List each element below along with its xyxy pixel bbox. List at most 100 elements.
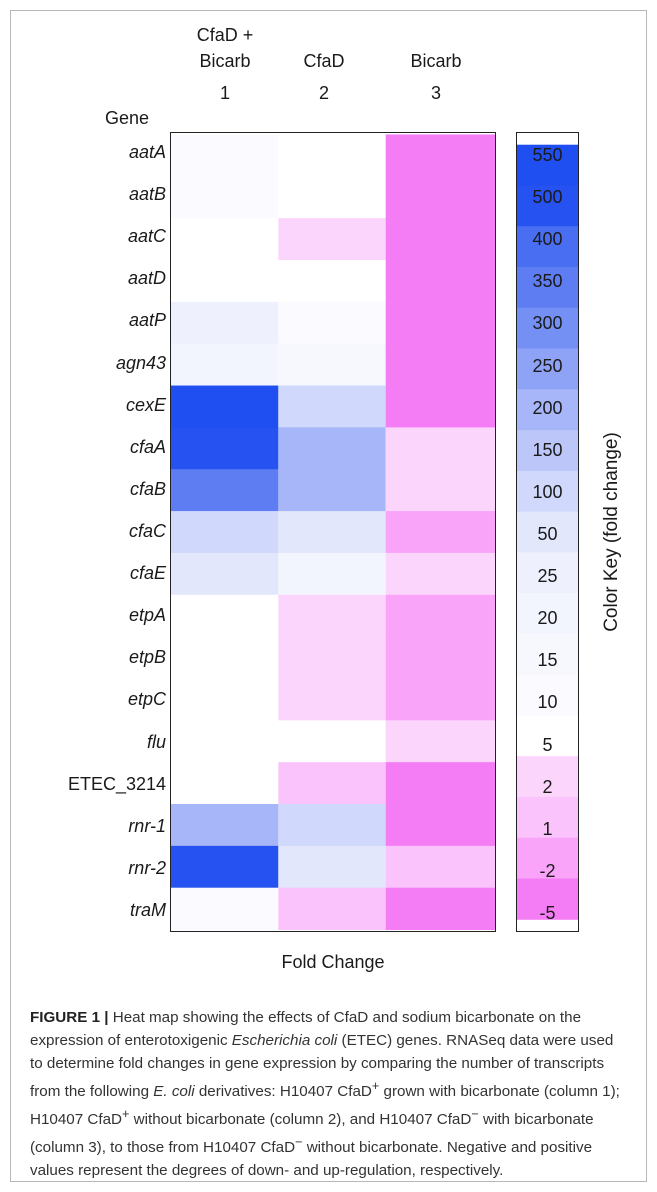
heatmap-cell-aatC-col2 (278, 218, 386, 261)
caption-sup-plus-1: + (371, 1079, 380, 1093)
gene-label: cfaA (129, 436, 166, 457)
color-key-label: 10 (537, 692, 558, 713)
color-key-label: 550 (532, 145, 563, 166)
color-key-label: 25 (537, 566, 558, 587)
caption-text-1: Heat map showing the effects of CfaD and… (30, 1009, 582, 1049)
caption-sup-minus-1: − (471, 1107, 479, 1122)
color-key-label: 300 (532, 313, 563, 334)
color-key-swatch (517, 796, 578, 839)
color-key-swatch (517, 715, 578, 757)
row-header-gene: Gene (105, 108, 150, 128)
gene-label: ETEC_3214 (67, 773, 166, 794)
color-key-label: 100 (532, 481, 563, 502)
heatmap-cell-etpA-col2 (278, 594, 386, 638)
caption-figure-label: FIGURE 1 | (30, 1009, 109, 1026)
heatmap-cell-cexE-col1 (171, 385, 279, 428)
heatmap-cell-rnr-1-col2 (278, 804, 386, 847)
x-axis-label: Fold Change (281, 952, 385, 972)
heatmap-cell-ETEC_3214-col2 (278, 762, 386, 805)
caption-sup-minus-2: − (295, 1135, 303, 1150)
heatmap-cell-cfaE-col1 (171, 552, 279, 596)
heatmap-cell-aatP-col1 (171, 301, 279, 345)
gene-label: aatD (127, 268, 166, 289)
figure-frame (10, 10, 647, 1182)
heatmap-cell-etpB-col2 (278, 636, 386, 679)
heatmap-cell-aatP-col3 (385, 301, 495, 345)
heatmap-cell-agn43-col3 (385, 343, 495, 387)
column-number: 2 (318, 83, 329, 103)
gene-label: aatP (128, 310, 166, 331)
gene-labels: aatA aatB aatC aatD aatP agn43 cexE cfaA cfaB cfa… (0, 0, 166, 1192)
caption-italic-1: Escherichia coli (231, 1032, 338, 1049)
heatmap-cell-cfaB-col1 (171, 469, 279, 512)
heatmap-cell-cfaB-col2 (278, 469, 386, 512)
heatmap-cell-etpC-col2 (278, 678, 386, 721)
heatmap-cell-rnr-2-col3 (385, 845, 495, 889)
color-key-label: 15 (537, 650, 558, 671)
color-key-label: 20 (537, 608, 558, 629)
color-key-swatch (517, 144, 578, 186)
heatmap-cell-aatD-col3 (385, 259, 495, 303)
heatmap-cell-agn43-col2 (278, 343, 386, 387)
figure-caption: FIGURE 1 | Heat map showing the effects … (30, 1006, 628, 1182)
color-key-label: 400 (532, 229, 563, 250)
color-key-swatch (517, 674, 578, 716)
heatmap-cell-cexE-col2 (278, 385, 386, 428)
caption-text-3: derivatives: H10407 CfaD (194, 1083, 372, 1101)
color-key-title: Color Key (fold change) (601, 432, 622, 632)
heatmap-cell-ETEC_3214-col3 (385, 762, 495, 805)
gene-label: agn43 (115, 352, 166, 373)
caption-sup-plus-2: + (122, 1107, 130, 1122)
heatmap-cell-aatA-col3 (385, 134, 495, 177)
color-key-label: 1 (542, 818, 553, 839)
gene-label: rnr-1 (128, 815, 166, 836)
column-header-label: Bicarb (410, 51, 462, 71)
heatmap-cell-traM-col3 (385, 887, 495, 931)
column-number: 1 (219, 83, 230, 103)
color-key-swatch (517, 267, 578, 309)
gene-label: cexE (125, 394, 166, 415)
column-header-label: CfaD (303, 51, 345, 71)
heatmap-cell-aatA-col1 (171, 134, 279, 177)
gene-label: rnr-2 (128, 857, 166, 878)
color-key-label: 2 (542, 776, 553, 797)
heatmap-cell-ETEC_3214-col1 (171, 762, 279, 805)
heatmap-cell-aatC-col1 (171, 218, 279, 261)
heatmap-cell-aatB-col2 (278, 176, 386, 219)
heatmap-cell-flu-col1 (171, 720, 279, 763)
caption-text-6: with bicarbonate (column 3), to those fr… (30, 1111, 594, 1157)
heatmap-cell-cfaB-col3 (385, 469, 495, 512)
gene-label: etpB (128, 647, 166, 668)
heatmap-cell-etpC-col3 (385, 678, 495, 721)
color-key-swatch (517, 348, 578, 390)
heatmap-cell-cfaE-col2 (278, 552, 386, 596)
column-number: 3 (430, 83, 441, 103)
color-key-label: 5 (542, 734, 553, 755)
column-header-1: CfaD + Bicarb 1 (165, 22, 285, 106)
heatmap-cell-aatD-col1 (171, 259, 279, 303)
heatmap-cell-cfaA-col2 (278, 427, 386, 470)
heatmap-cell-aatP-col2 (278, 301, 386, 345)
caption-text-5: without bicarbonate (column 2), and H104… (129, 1111, 472, 1129)
heatmap-cell-rnr-2-col2 (278, 845, 386, 889)
heatmap-cell-etpB-col3 (385, 636, 495, 679)
gene-label: cfaC (128, 521, 166, 541)
color-key-swatch (517, 470, 578, 513)
caption-text-4: grown with bicarbonate (column 1); H1040… (30, 1083, 620, 1129)
color-key-swatch (517, 552, 578, 594)
heatmap-cell-cfaA-col1 (171, 427, 279, 470)
gene-label: cfaB (129, 478, 166, 499)
color-key-label: 250 (532, 355, 563, 376)
heatmap (170, 132, 496, 932)
heatmap-cell-traM-col1 (171, 887, 279, 931)
color-key-label: 500 (532, 187, 563, 208)
gene-label: aatB (128, 184, 166, 205)
gene-label: etpC (127, 689, 166, 710)
heatmap-cell-flu-col3 (385, 720, 495, 763)
column-header-label: CfaD + (196, 25, 254, 45)
heatmap-cell-flu-col2 (278, 720, 386, 763)
gene-label: etpA (128, 605, 166, 626)
color-key-label: -2 (539, 860, 556, 881)
column-header-label: Bicarb (199, 51, 251, 71)
heatmap-cell-cfaE-col3 (385, 552, 495, 596)
